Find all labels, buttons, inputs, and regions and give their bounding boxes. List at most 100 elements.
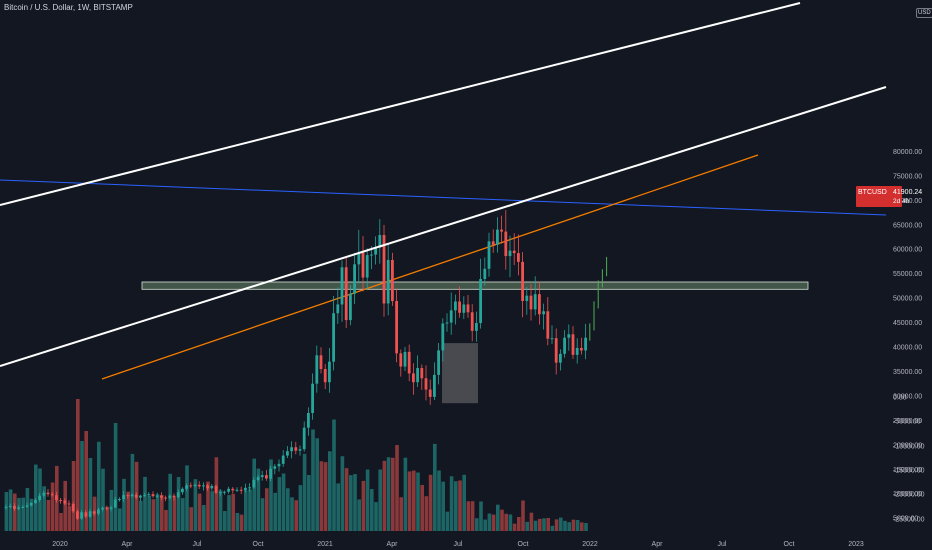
candle[interactable] bbox=[55, 495, 58, 501]
candle[interactable] bbox=[265, 475, 268, 479]
candle[interactable] bbox=[584, 337, 587, 351]
candle[interactable] bbox=[248, 487, 251, 489]
candle[interactable] bbox=[210, 485, 214, 489]
candle[interactable] bbox=[21, 506, 25, 508]
candle[interactable] bbox=[302, 427, 306, 450]
candle[interactable] bbox=[13, 505, 16, 509]
candle[interactable] bbox=[424, 378, 428, 390]
candle[interactable] bbox=[50, 494, 54, 496]
candle[interactable] bbox=[466, 304, 470, 313]
candle[interactable] bbox=[29, 502, 33, 506]
candle[interactable] bbox=[118, 499, 121, 501]
candle[interactable] bbox=[71, 503, 75, 512]
candle[interactable] bbox=[470, 312, 474, 331]
candle[interactable] bbox=[395, 301, 398, 354]
candle[interactable] bbox=[454, 301, 457, 311]
candle[interactable] bbox=[298, 449, 302, 451]
candle[interactable] bbox=[542, 311, 545, 315]
candle[interactable] bbox=[403, 351, 407, 367]
candle[interactable] bbox=[273, 466, 277, 469]
candle[interactable] bbox=[105, 507, 109, 509]
candle[interactable] bbox=[223, 491, 226, 493]
candle[interactable] bbox=[529, 295, 533, 310]
candle[interactable] bbox=[286, 451, 289, 456]
candle[interactable] bbox=[319, 355, 323, 369]
candle[interactable] bbox=[416, 368, 419, 383]
candle[interactable] bbox=[63, 500, 67, 504]
candle[interactable] bbox=[130, 494, 134, 497]
candle[interactable] bbox=[504, 231, 508, 257]
candle[interactable] bbox=[458, 301, 461, 313]
candle[interactable] bbox=[361, 252, 365, 278]
candle[interactable] bbox=[550, 338, 554, 340]
candle[interactable] bbox=[344, 267, 348, 321]
candle[interactable] bbox=[67, 503, 71, 505]
candle[interactable] bbox=[525, 295, 529, 302]
candle[interactable] bbox=[580, 347, 583, 351]
candle[interactable] bbox=[206, 485, 209, 489]
candle[interactable] bbox=[378, 235, 382, 248]
candle[interactable] bbox=[80, 512, 83, 519]
candle[interactable] bbox=[500, 229, 503, 232]
candle[interactable] bbox=[353, 264, 356, 294]
candle[interactable] bbox=[17, 507, 20, 509]
candle[interactable] bbox=[172, 495, 176, 498]
lower-channel-line[interactable] bbox=[0, 86, 887, 367]
candle[interactable] bbox=[508, 250, 512, 257]
candle[interactable] bbox=[155, 495, 159, 497]
candle[interactable] bbox=[315, 355, 319, 384]
candle[interactable] bbox=[38, 495, 41, 501]
candle[interactable] bbox=[420, 368, 424, 379]
candle[interactable] bbox=[122, 495, 125, 500]
candle[interactable] bbox=[76, 511, 79, 519]
candle[interactable] bbox=[428, 389, 432, 397]
candle[interactable] bbox=[164, 497, 167, 499]
candle[interactable] bbox=[252, 480, 256, 488]
candle[interactable] bbox=[521, 261, 524, 302]
candle[interactable] bbox=[25, 505, 29, 507]
candle[interactable] bbox=[84, 512, 88, 517]
candle[interactable] bbox=[449, 310, 453, 323]
upper-channel-line[interactable] bbox=[0, 2, 801, 206]
candle[interactable] bbox=[517, 253, 520, 262]
candle[interactable] bbox=[441, 323, 445, 351]
candle[interactable] bbox=[483, 268, 487, 280]
candle[interactable] bbox=[227, 488, 230, 492]
candle[interactable] bbox=[143, 495, 146, 497]
candle[interactable] bbox=[332, 313, 335, 362]
candle[interactable] bbox=[512, 250, 516, 254]
candle[interactable] bbox=[391, 259, 394, 302]
candle[interactable] bbox=[290, 447, 293, 452]
candle[interactable] bbox=[231, 488, 235, 491]
candle[interactable] bbox=[554, 338, 558, 363]
candle[interactable] bbox=[407, 351, 411, 374]
candle[interactable] bbox=[386, 259, 390, 304]
candle[interactable] bbox=[46, 492, 50, 495]
candle[interactable] bbox=[113, 499, 117, 508]
candle[interactable] bbox=[244, 487, 247, 491]
candle[interactable] bbox=[382, 235, 386, 304]
candle[interactable] bbox=[126, 495, 130, 497]
candle[interactable] bbox=[357, 252, 361, 265]
accumulation-box[interactable] bbox=[442, 343, 478, 404]
candle[interactable] bbox=[462, 304, 466, 313]
candle[interactable] bbox=[567, 334, 571, 338]
candle[interactable] bbox=[533, 294, 537, 310]
candle[interactable] bbox=[160, 495, 163, 498]
candle[interactable] bbox=[97, 509, 100, 514]
candle[interactable] bbox=[491, 241, 495, 245]
candle[interactable] bbox=[4, 506, 8, 508]
candle[interactable] bbox=[189, 485, 193, 487]
candle[interactable] bbox=[323, 369, 327, 383]
candle[interactable] bbox=[475, 323, 478, 331]
support-trend-line[interactable] bbox=[101, 154, 759, 380]
candle[interactable] bbox=[445, 322, 449, 324]
candle[interactable] bbox=[139, 495, 142, 498]
candle[interactable] bbox=[433, 374, 436, 397]
price-tag[interactable] bbox=[856, 186, 902, 207]
candle[interactable] bbox=[134, 494, 138, 498]
candle[interactable] bbox=[437, 350, 440, 375]
currency-badge[interactable]: USD bbox=[916, 8, 932, 18]
candle[interactable] bbox=[487, 241, 491, 269]
candle[interactable] bbox=[559, 353, 562, 363]
